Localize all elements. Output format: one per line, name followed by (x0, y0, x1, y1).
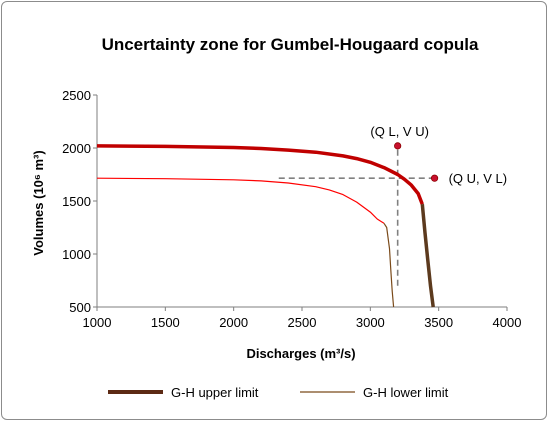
y-tick-label: 1000 (62, 247, 91, 262)
axes (93, 94, 508, 311)
legend-label-upper: G-H upper limit (171, 385, 259, 400)
y-tick-label: 500 (69, 300, 91, 315)
x-axis-label: Discharges (m³/s) (246, 346, 355, 361)
x-tick-label: 4000 (493, 315, 522, 330)
legend: G-H upper limit G-H lower limit (108, 385, 449, 400)
series-group (96, 144, 435, 308)
annotation-labels: (Q L, V U) (Q U, V L) (370, 124, 507, 186)
x-tick-label: 3000 (356, 315, 385, 330)
annotation-points (394, 142, 439, 182)
annotation-label: (Q U, V L) (449, 171, 508, 186)
lower-limit-drop (383, 222, 395, 308)
tick-labels: 1000 1500 2000 2500 3000 3500 4000500100015002… (62, 88, 521, 330)
x-tick-label: 3500 (424, 315, 453, 330)
upper-limit-line (96, 144, 424, 205)
annotation-point (430, 174, 439, 182)
chart-title: Uncertainty zone for Gumbel-Hougaard cop… (102, 35, 479, 54)
annotation-label: (Q L, V U) (370, 124, 429, 139)
x-tick-label: 1500 (151, 315, 180, 330)
y-axis-label: Volumes (10⁶ m³) (31, 150, 46, 255)
annotation-point (394, 142, 402, 150)
upper-limit-drop (420, 204, 435, 308)
legend-label-lower: G-H lower limit (363, 385, 449, 400)
x-tick-label: 2500 (288, 315, 317, 330)
x-tick-label: 2000 (219, 315, 248, 330)
y-tick-label: 1500 (62, 194, 91, 209)
reference-lines (278, 145, 435, 286)
x-tick-label: 1000 (83, 315, 112, 330)
lower-limit-line (96, 177, 385, 224)
y-tick-label: 2500 (62, 88, 91, 103)
y-tick-label: 2000 (62, 141, 91, 156)
